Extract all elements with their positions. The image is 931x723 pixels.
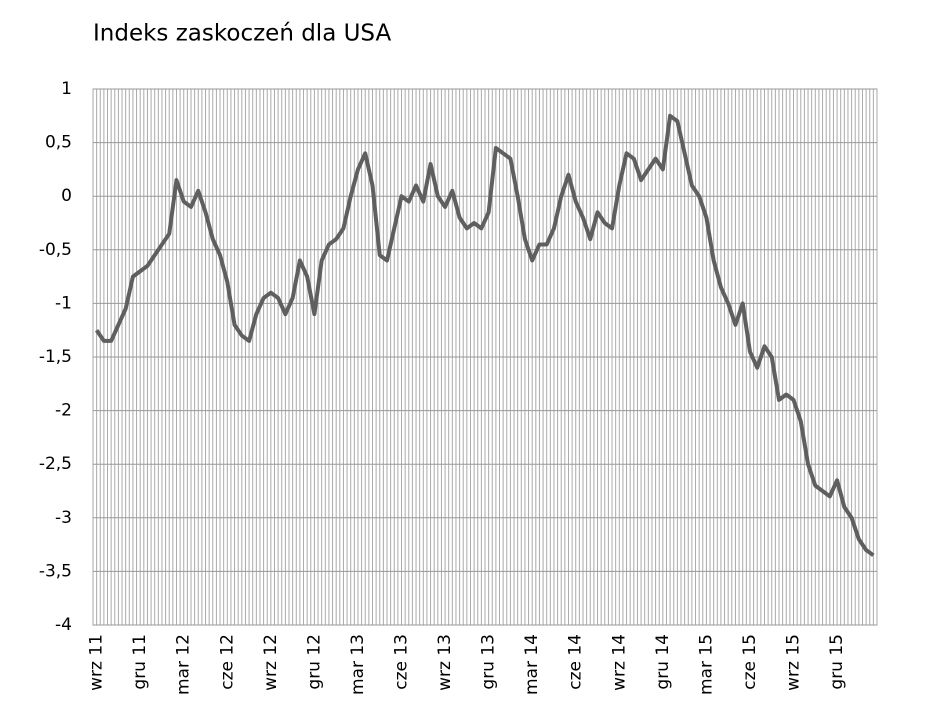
x-tick-label: gru 14	[653, 634, 673, 690]
data-line	[94, 113, 875, 557]
x-tick-label: wrz 11	[87, 634, 107, 691]
y-tick-label: -1	[55, 293, 72, 313]
x-tick-label: gru 15	[827, 634, 847, 690]
x-tick-label: cze 12	[217, 634, 237, 690]
x-tick-label: wrz 14	[609, 634, 629, 691]
x-tick-label: wrz 12	[261, 634, 281, 691]
y-tick-label: -3	[55, 508, 72, 528]
x-tick-label: cze 15	[740, 634, 760, 690]
x-tick-label: mar 13	[348, 634, 368, 695]
y-tick-label: 0	[61, 186, 72, 206]
y-tick-label: -1,5	[39, 347, 72, 367]
y-tick-label: 1	[61, 79, 72, 99]
y-tick-label: 0,5	[45, 133, 72, 153]
x-tick-label: gru 12	[304, 634, 324, 690]
x-tick-label: wrz 15	[784, 634, 804, 691]
chart-title: Indeks zaskoczeń dla USA	[93, 21, 391, 47]
x-tick-label: cze 13	[392, 634, 412, 690]
x-tick-label: mar 14	[522, 634, 542, 695]
y-tick-label: -4	[55, 615, 72, 635]
y-tick-label: -0,5	[39, 240, 72, 260]
x-tick-label: mar 15	[696, 634, 716, 695]
y-tick-label: -2	[55, 401, 72, 421]
x-tick-label: gru 11	[130, 634, 150, 690]
x-tick-label: gru 13	[479, 634, 499, 690]
x-tick-label: cze 14	[566, 634, 586, 690]
x-tick-label: mar 12	[174, 634, 194, 695]
y-tick-label: -2,5	[39, 454, 72, 474]
y-tick-label: -3,5	[39, 561, 72, 581]
x-tick-label: wrz 13	[435, 634, 455, 691]
